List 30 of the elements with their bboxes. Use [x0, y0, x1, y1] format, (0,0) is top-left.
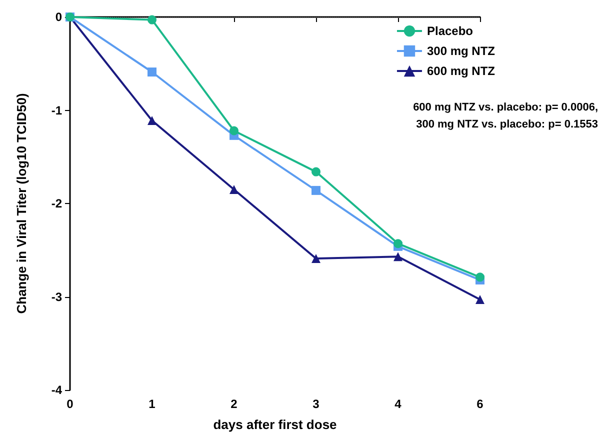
x-tick-label: 4 [394, 397, 402, 411]
point [312, 254, 320, 264]
legend-label: 600 mg NTZ [426, 64, 495, 78]
x-tick-label: 1 [148, 397, 156, 411]
point [476, 295, 484, 304]
y-tick-label: -1 [51, 103, 62, 118]
x-tick-label: 2 [230, 397, 238, 411]
y-tick-label: -4 [51, 383, 62, 397]
x-axis-title: days after first dose [213, 417, 337, 432]
y-axis-title: Change in Viral Titer (log10 TCID50) [14, 93, 29, 314]
point [312, 167, 320, 176]
point [394, 239, 402, 248]
y-tick-label: -2 [51, 196, 62, 210]
legend-label: Placebo [426, 24, 474, 38]
x-tick-label: 3 [312, 397, 320, 411]
point [148, 116, 156, 126]
annotation: 300 mg NTZ vs. placebo: p= 0.1553 [416, 118, 598, 130]
point [394, 252, 402, 262]
y-tick-label: -3 [51, 290, 62, 304]
annotation: 600 mg NTZ vs. placebo: p= 0.0006, [413, 102, 598, 114]
point [148, 15, 156, 24]
x-tick-label: 6 [476, 397, 484, 411]
point [148, 68, 156, 77]
legend-label: 300 mg NTZ [426, 44, 495, 58]
point [312, 186, 320, 195]
point [230, 185, 238, 194]
point [476, 272, 484, 282]
x-tick-label: 0 [66, 397, 74, 411]
point [230, 126, 238, 136]
y-tick-label: 0 [55, 10, 62, 24]
